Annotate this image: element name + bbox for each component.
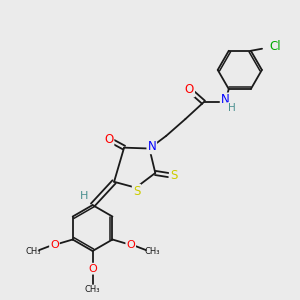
Text: N: N (147, 140, 156, 153)
Text: O: O (126, 240, 135, 250)
Text: N: N (221, 93, 230, 106)
Text: O: O (185, 83, 194, 96)
Text: CH₃: CH₃ (85, 285, 100, 294)
Text: CH₃: CH₃ (144, 247, 160, 256)
Text: S: S (133, 185, 140, 198)
Text: H: H (80, 190, 88, 201)
Text: H: H (228, 103, 236, 112)
Text: Cl: Cl (269, 40, 281, 53)
Text: CH₃: CH₃ (26, 247, 41, 256)
Text: O: O (50, 240, 59, 250)
Text: O: O (104, 133, 113, 146)
Text: S: S (170, 169, 177, 182)
Text: O: O (88, 264, 97, 274)
